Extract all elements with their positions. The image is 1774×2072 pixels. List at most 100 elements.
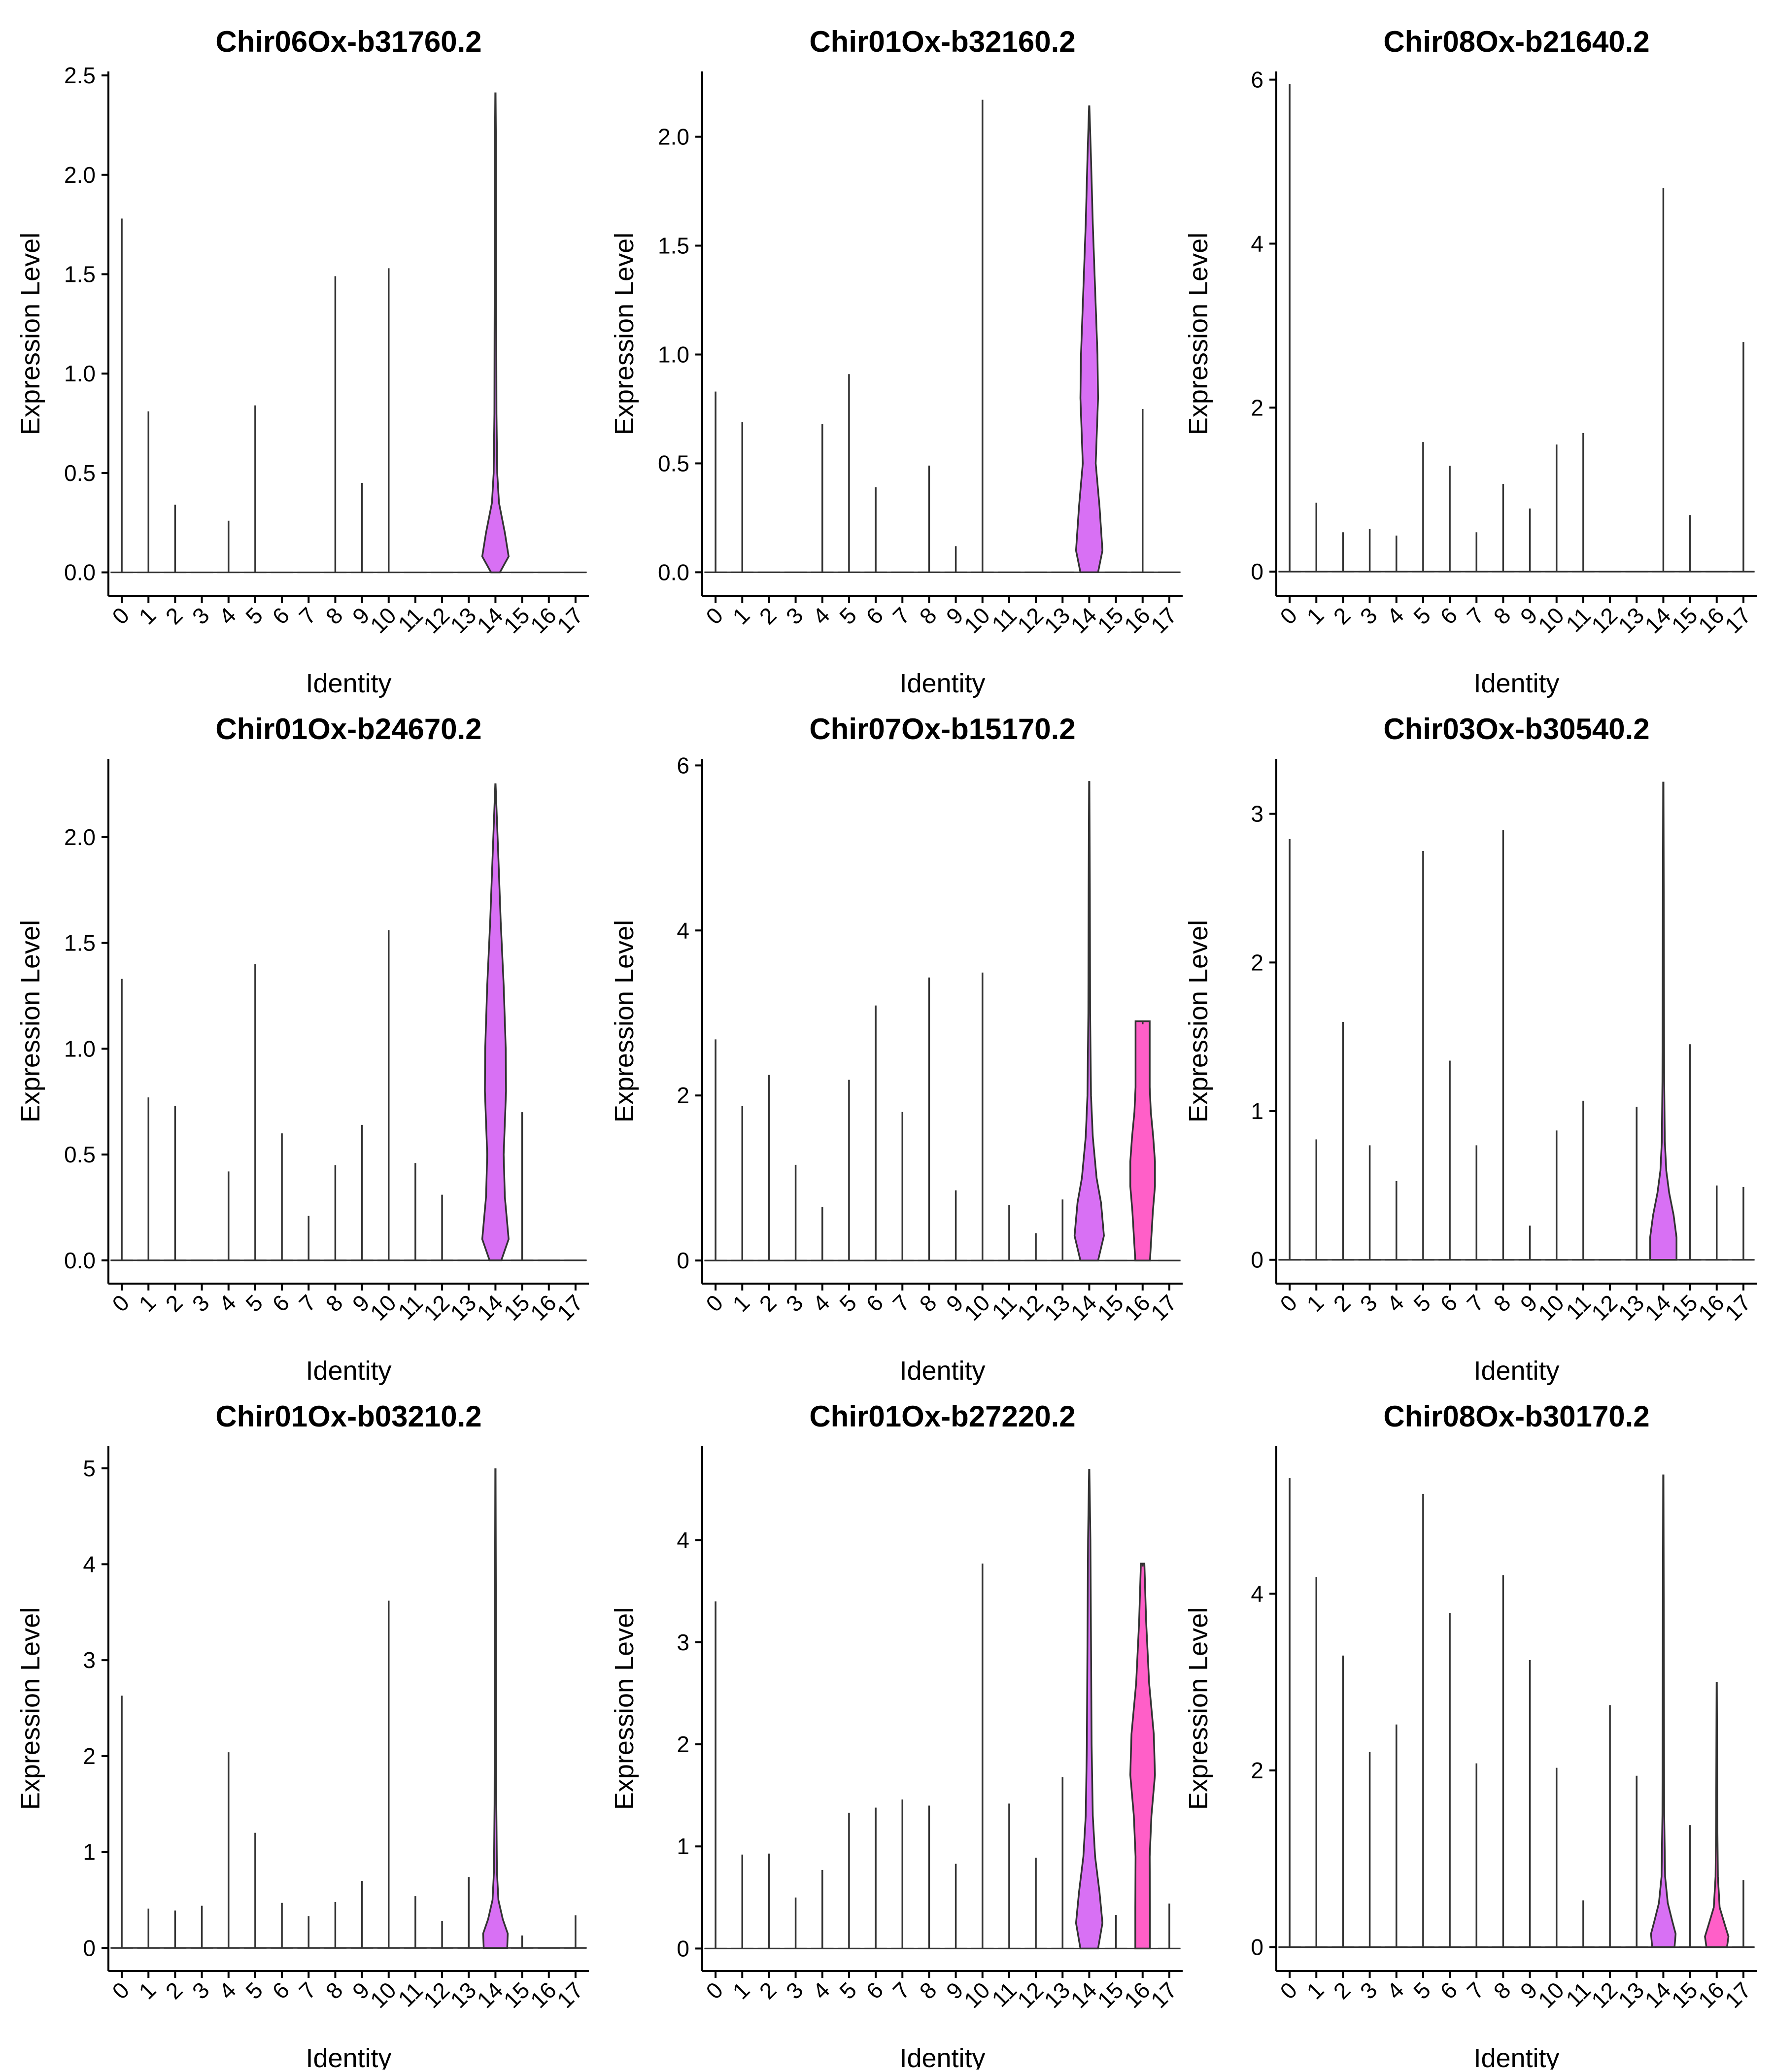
- panel-title: Chir07Ox-b15170.2: [809, 713, 1075, 746]
- violin-panel: Chir06Ox-b31760.2 0.0 0.5 1.0 1.5 2.0 2.5 Expre…: [16, 25, 589, 698]
- x-tick-label: 6: [861, 1290, 888, 1317]
- x-tick-label: 3: [187, 1977, 214, 2004]
- y-tick-label: 4: [677, 1528, 689, 1553]
- x-tick-label: 4: [214, 1290, 241, 1317]
- x-tick-label: 3: [187, 1290, 214, 1317]
- x-tick-label: 6: [267, 1977, 294, 2004]
- x-tick-label: 2: [161, 602, 188, 629]
- x-tick-label: 8: [321, 1977, 348, 2004]
- x-tick-label: 0: [1275, 1977, 1302, 2004]
- x-tick-label: 3: [781, 1290, 808, 1317]
- y-tick-label: 1: [677, 1834, 689, 1859]
- x-tick-label: 2: [754, 602, 782, 629]
- x-tick-label: 5: [834, 1290, 861, 1317]
- y-tick-label: 3: [677, 1630, 689, 1655]
- y-tick-label: 4: [677, 917, 689, 943]
- x-tick-label: 7: [887, 602, 915, 629]
- y-tick-label: 0.5: [658, 450, 689, 476]
- x-tick-label: 1: [134, 1977, 161, 2004]
- x-tick-label: 4: [808, 1977, 835, 2004]
- x-tick-label: 3: [781, 1977, 808, 2004]
- y-tick-label: 3: [83, 1647, 96, 1673]
- x-tick-label: 2: [1329, 602, 1356, 629]
- y-tick-label: 1.5: [64, 930, 96, 956]
- violin-filled: [1704, 1682, 1730, 1948]
- x-tick-label: 4: [214, 1977, 241, 2004]
- x-tick-label: 3: [1355, 1977, 1382, 2004]
- x-tick-label: 0: [107, 1290, 134, 1317]
- x-tick-label: 2: [1329, 1977, 1356, 2004]
- y-tick-label: 0.0: [64, 560, 96, 585]
- violin-filled: [1129, 1020, 1156, 1261]
- x-tick-label: 8: [1489, 1290, 1516, 1317]
- x-tick-label: 7: [294, 602, 321, 629]
- x-tick-label: 5: [1408, 1290, 1435, 1317]
- y-tick-label: 4: [1251, 1581, 1263, 1606]
- y-tick-label: 4: [83, 1551, 96, 1577]
- x-tick-label: 7: [887, 1290, 915, 1317]
- y-tick-label: 0: [1251, 1247, 1263, 1273]
- y-tick-label: 6: [1251, 67, 1263, 93]
- y-tick-label: 0: [1251, 559, 1263, 584]
- x-tick-label: 4: [808, 1290, 835, 1317]
- x-tick-label: 0: [1275, 602, 1302, 629]
- x-axis-title: Identity: [899, 669, 985, 698]
- violin-filled: [1650, 1474, 1677, 1948]
- x-tick-label: 2: [754, 1290, 782, 1317]
- y-tick-label: 0.0: [658, 559, 689, 585]
- x-tick-label: 5: [834, 602, 861, 629]
- x-tick-label: 5: [240, 1977, 268, 2004]
- x-tick-label: 1: [1301, 602, 1329, 629]
- x-tick-label: 1: [134, 1290, 161, 1317]
- x-tick-label: 6: [861, 1977, 888, 2004]
- y-tick-label: 2.0: [658, 124, 689, 150]
- y-tick-label: 1: [1251, 1098, 1263, 1124]
- x-tick-label: 1: [727, 1290, 754, 1317]
- x-tick-label: 5: [240, 602, 268, 629]
- x-tick-label: 0: [107, 1977, 134, 2004]
- y-tick-label: 1.0: [64, 1036, 96, 1061]
- y-axis-title: Expression Level: [16, 920, 45, 1122]
- panel-title: Chir08Ox-b30170.2: [1383, 1400, 1649, 1433]
- x-axis-title: Identity: [306, 669, 391, 698]
- x-tick-label: 5: [240, 1290, 268, 1317]
- y-tick-label: 2.0: [64, 162, 96, 188]
- x-tick-label: 8: [915, 1290, 942, 1317]
- x-tick-label: 17: [1720, 1290, 1756, 1325]
- y-tick-label: 0.5: [64, 460, 96, 486]
- violin-filled: [1129, 1562, 1156, 1950]
- x-tick-label: 3: [1355, 1290, 1382, 1317]
- y-axis-title: Expression Level: [1184, 233, 1213, 435]
- x-tick-label: 2: [161, 1977, 188, 2004]
- x-tick-label: 7: [1462, 602, 1489, 629]
- x-tick-label: 17: [1146, 602, 1182, 638]
- x-tick-label: 6: [1435, 1290, 1462, 1317]
- x-tick-label: 3: [1355, 602, 1382, 629]
- x-tick-label: 2: [754, 1977, 782, 2004]
- x-axis-title: Identity: [306, 1356, 391, 1386]
- y-tick-label: 2: [83, 1743, 96, 1769]
- x-axis-title: Identity: [1473, 2043, 1559, 2070]
- panel-title: Chir01Ox-b27220.2: [809, 1400, 1075, 1433]
- x-tick-label: 17: [1146, 1977, 1182, 2013]
- x-tick-label: 3: [781, 602, 808, 629]
- x-tick-label: 17: [1720, 602, 1756, 638]
- violin-filled: [482, 1468, 509, 1949]
- violin-filled: [1649, 781, 1677, 1261]
- x-tick-label: 6: [861, 602, 888, 629]
- y-tick-label: 2: [677, 1083, 689, 1108]
- violin-filled: [1073, 781, 1105, 1261]
- violin-filled: [1075, 105, 1103, 574]
- x-tick-label: 1: [134, 602, 161, 629]
- y-tick-label: 2: [1251, 1758, 1263, 1783]
- x-tick-label: 4: [1382, 602, 1409, 629]
- y-tick-label: 2: [1251, 950, 1263, 975]
- y-tick-label: 0: [677, 1936, 689, 1961]
- y-tick-label: 2: [677, 1732, 689, 1757]
- x-tick-label: 8: [1489, 1977, 1516, 2004]
